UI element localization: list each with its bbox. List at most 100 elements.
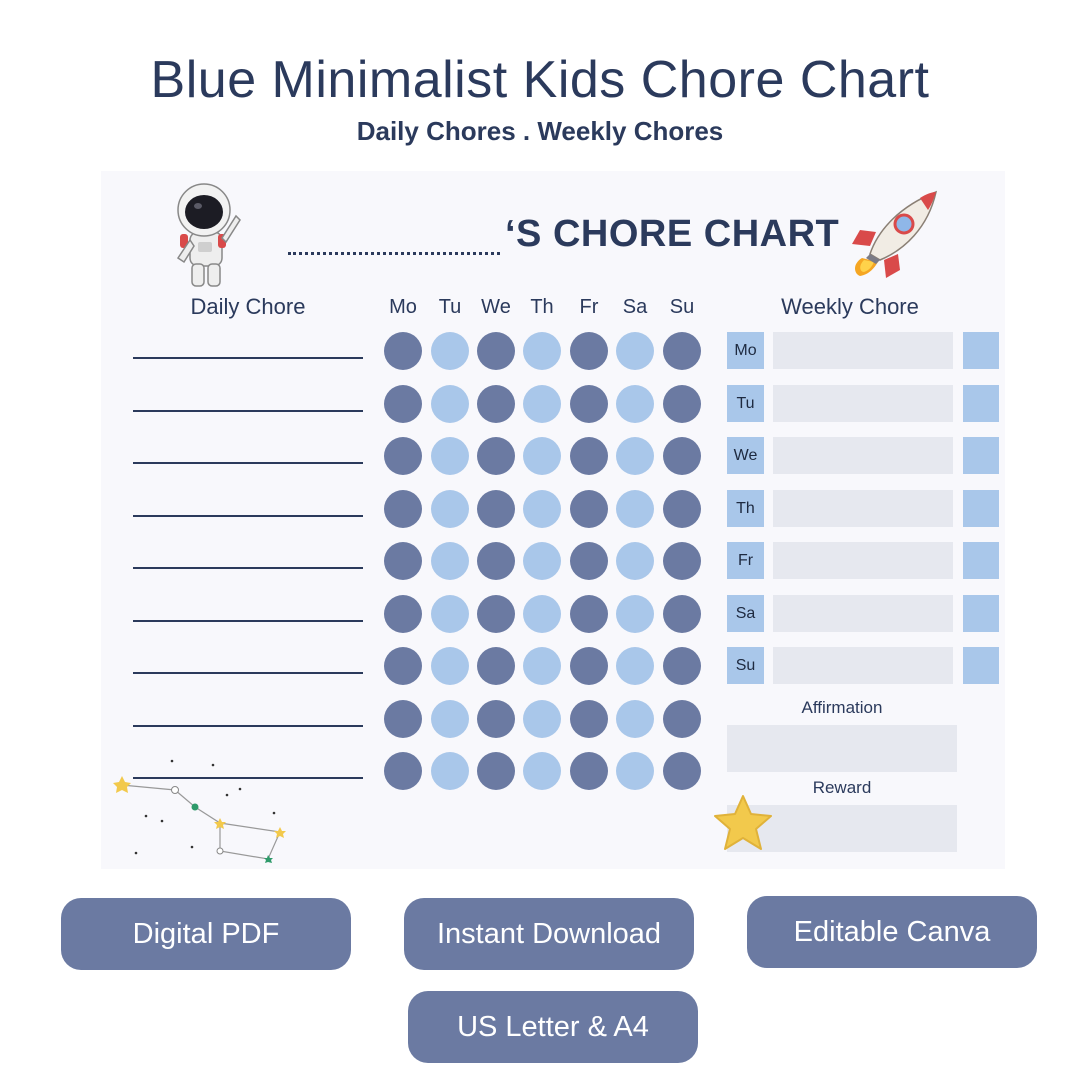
daily-checkbox-tu[interactable] (431, 595, 469, 633)
daily-checkbox-mo[interactable] (384, 490, 422, 528)
daily-checkbox-tu[interactable] (431, 542, 469, 580)
weekly-checkbox[interactable] (963, 595, 999, 632)
daily-checkbox-we[interactable] (477, 437, 515, 475)
daily-checkbox-su[interactable] (663, 385, 701, 423)
daily-chore-line[interactable] (133, 410, 363, 412)
daily-checkbox-tu[interactable] (431, 700, 469, 738)
daily-checkbox-th[interactable] (523, 595, 561, 633)
weekly-checkbox[interactable] (963, 490, 999, 527)
reward-field[interactable] (727, 805, 957, 852)
daily-checkbox-fr[interactable] (570, 647, 608, 685)
weekly-checkbox[interactable] (963, 332, 999, 369)
affirmation-field[interactable] (727, 725, 957, 772)
weekly-checkbox[interactable] (963, 437, 999, 474)
badge-editable-canva: Editable Canva (747, 896, 1037, 968)
daily-checkbox-mo[interactable] (384, 700, 422, 738)
daily-checkbox-sa[interactable] (616, 437, 654, 475)
daily-chore-line[interactable] (133, 777, 363, 779)
daily-checkbox-su[interactable] (663, 700, 701, 738)
daily-checkbox-mo[interactable] (384, 542, 422, 580)
weekly-day-label-we: We (727, 437, 764, 474)
daily-checkbox-th[interactable] (523, 542, 561, 580)
daily-checkbox-we[interactable] (477, 752, 515, 790)
daily-checkbox-th[interactable] (523, 437, 561, 475)
daily-checkbox-we[interactable] (477, 490, 515, 528)
daily-checkbox-su[interactable] (663, 332, 701, 370)
weekly-chore-field[interactable] (773, 490, 953, 527)
daily-checkbox-we[interactable] (477, 385, 515, 423)
daily-checkbox-fr[interactable] (570, 595, 608, 633)
daily-chore-line[interactable] (133, 357, 363, 359)
weekly-chore-heading: Weekly Chore (781, 294, 919, 319)
daily-checkbox-sa[interactable] (616, 647, 654, 685)
daily-checkbox-th[interactable] (523, 647, 561, 685)
day-header-tu: Tu (438, 296, 462, 318)
weekly-chore-field[interactable] (773, 385, 953, 422)
daily-checkbox-su[interactable] (663, 647, 701, 685)
daily-checkbox-su[interactable] (663, 437, 701, 475)
daily-checkbox-fr[interactable] (570, 700, 608, 738)
weekly-chore-field[interactable] (773, 437, 953, 474)
daily-checkbox-su[interactable] (663, 752, 701, 790)
weekly-chore-field[interactable] (773, 542, 953, 579)
daily-chore-line[interactable] (133, 515, 363, 517)
daily-checkbox-fr[interactable] (570, 385, 608, 423)
daily-checkbox-su[interactable] (663, 542, 701, 580)
name-dotted-line (288, 252, 500, 255)
daily-checkbox-su[interactable] (663, 490, 701, 528)
daily-checkbox-th[interactable] (523, 700, 561, 738)
daily-checkbox-sa[interactable] (616, 752, 654, 790)
weekly-day-label-th: Th (727, 490, 764, 527)
daily-checkbox-we[interactable] (477, 595, 515, 633)
weekly-chore-field[interactable] (773, 595, 953, 632)
daily-checkbox-sa[interactable] (616, 700, 654, 738)
daily-checkbox-mo[interactable] (384, 332, 422, 370)
weekly-day-label-mo: Mo (727, 332, 764, 369)
daily-checkbox-mo[interactable] (384, 385, 422, 423)
daily-checkbox-th[interactable] (523, 332, 561, 370)
weekly-chore-field[interactable] (773, 647, 953, 684)
daily-checkbox-th[interactable] (523, 490, 561, 528)
reward-label: Reward (812, 778, 872, 797)
daily-checkbox-fr[interactable] (570, 332, 608, 370)
daily-chore-line[interactable] (133, 672, 363, 674)
daily-checkbox-tu[interactable] (431, 332, 469, 370)
daily-checkbox-th[interactable] (523, 752, 561, 790)
daily-checkbox-we[interactable] (477, 332, 515, 370)
star-icon (710, 792, 776, 854)
daily-checkbox-tu[interactable] (431, 385, 469, 423)
daily-chore-line[interactable] (133, 567, 363, 569)
daily-checkbox-sa[interactable] (616, 385, 654, 423)
daily-chore-line[interactable] (133, 620, 363, 622)
daily-checkbox-mo[interactable] (384, 647, 422, 685)
daily-chore-line[interactable] (133, 462, 363, 464)
daily-checkbox-tu[interactable] (431, 752, 469, 790)
daily-checkbox-we[interactable] (477, 647, 515, 685)
daily-checkbox-fr[interactable] (570, 752, 608, 790)
daily-checkbox-fr[interactable] (570, 490, 608, 528)
daily-checkbox-sa[interactable] (616, 595, 654, 633)
daily-checkbox-tu[interactable] (431, 437, 469, 475)
daily-checkbox-tu[interactable] (431, 490, 469, 528)
page-subtitle: Daily Chores . Weekly Chores (356, 116, 724, 146)
daily-checkbox-su[interactable] (663, 595, 701, 633)
weekly-day-label-fr: Fr (727, 542, 764, 579)
daily-checkbox-sa[interactable] (616, 490, 654, 528)
daily-checkbox-th[interactable] (523, 385, 561, 423)
daily-chore-line[interactable] (133, 725, 363, 727)
daily-checkbox-mo[interactable] (384, 437, 422, 475)
day-header-mo: Mo (389, 296, 417, 318)
daily-checkbox-fr[interactable] (570, 542, 608, 580)
daily-checkbox-sa[interactable] (616, 332, 654, 370)
daily-checkbox-mo[interactable] (384, 595, 422, 633)
daily-checkbox-sa[interactable] (616, 542, 654, 580)
daily-checkbox-we[interactable] (477, 542, 515, 580)
daily-checkbox-mo[interactable] (384, 752, 422, 790)
weekly-chore-field[interactable] (773, 332, 953, 369)
daily-checkbox-we[interactable] (477, 700, 515, 738)
weekly-checkbox[interactable] (963, 542, 999, 579)
daily-checkbox-fr[interactable] (570, 437, 608, 475)
weekly-checkbox[interactable] (963, 647, 999, 684)
daily-checkbox-tu[interactable] (431, 647, 469, 685)
weekly-checkbox[interactable] (963, 385, 999, 422)
